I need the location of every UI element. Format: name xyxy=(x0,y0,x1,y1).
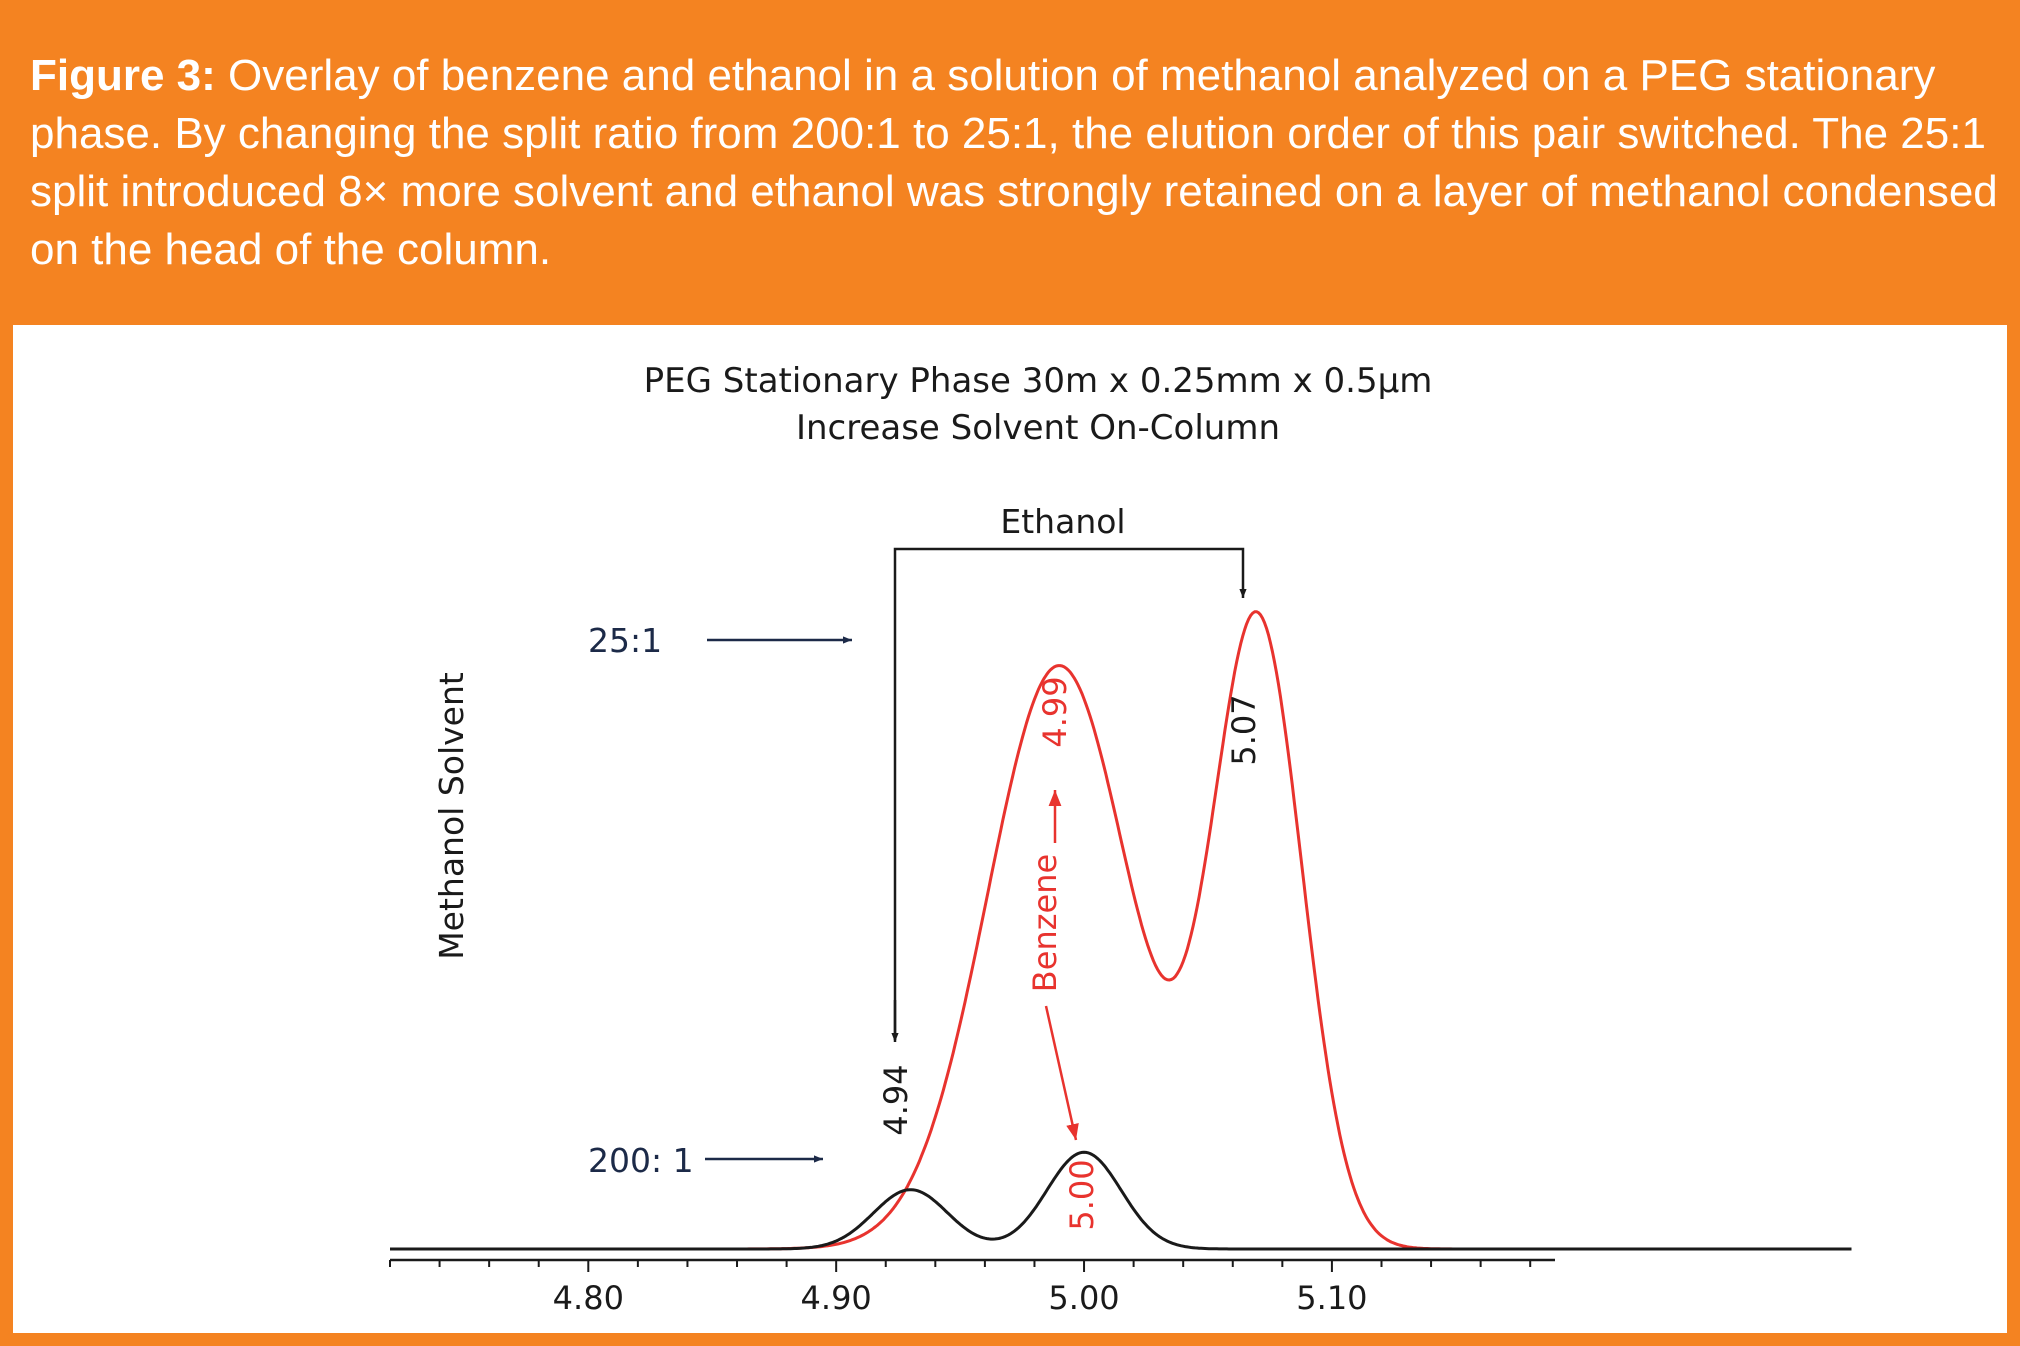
benzene-label: Benzene xyxy=(1026,854,1064,992)
ratio-25-label: 25:1 xyxy=(588,621,662,660)
trace-group xyxy=(390,610,1852,1251)
caption-text: Overlay of benzene and ethanol in a solu… xyxy=(30,51,1998,274)
rt-label-507: 5.07 xyxy=(1225,694,1263,765)
rt-label-494: 4.94 xyxy=(877,1064,915,1135)
x-axis: 4.80 4.90 5.00 5.10 xyxy=(389,1258,1555,1317)
ethanol-label: Ethanol xyxy=(1000,502,1125,541)
ratio-200-label: 200: 1 xyxy=(588,1141,694,1180)
caption-label: Figure 3: xyxy=(30,51,216,100)
chart-title: PEG Stationary Phase 30m x 0.25mm x 0.5µ… xyxy=(644,361,1433,401)
rt-label-500: 5.00 xyxy=(1063,1159,1101,1230)
rt-label-499: 4.99 xyxy=(1036,676,1074,747)
trace-series-0 xyxy=(390,1150,1852,1251)
x-tick-label: 5.10 xyxy=(1296,1279,1367,1317)
x-tick-label: 4.90 xyxy=(801,1279,872,1317)
ethanol-bracket xyxy=(893,547,1247,1040)
chart-subtitle: Increase Solvent On-Column xyxy=(796,408,1280,448)
y-axis-label: Methanol Solvent xyxy=(432,672,471,960)
x-tick-label: 4.80 xyxy=(553,1279,624,1317)
figure-caption: Figure 3: Overlay of benzene and ethanol… xyxy=(13,13,2007,325)
x-tick-label: 5.00 xyxy=(1048,1279,1119,1317)
benzene-arrow-down xyxy=(1044,1005,1079,1141)
